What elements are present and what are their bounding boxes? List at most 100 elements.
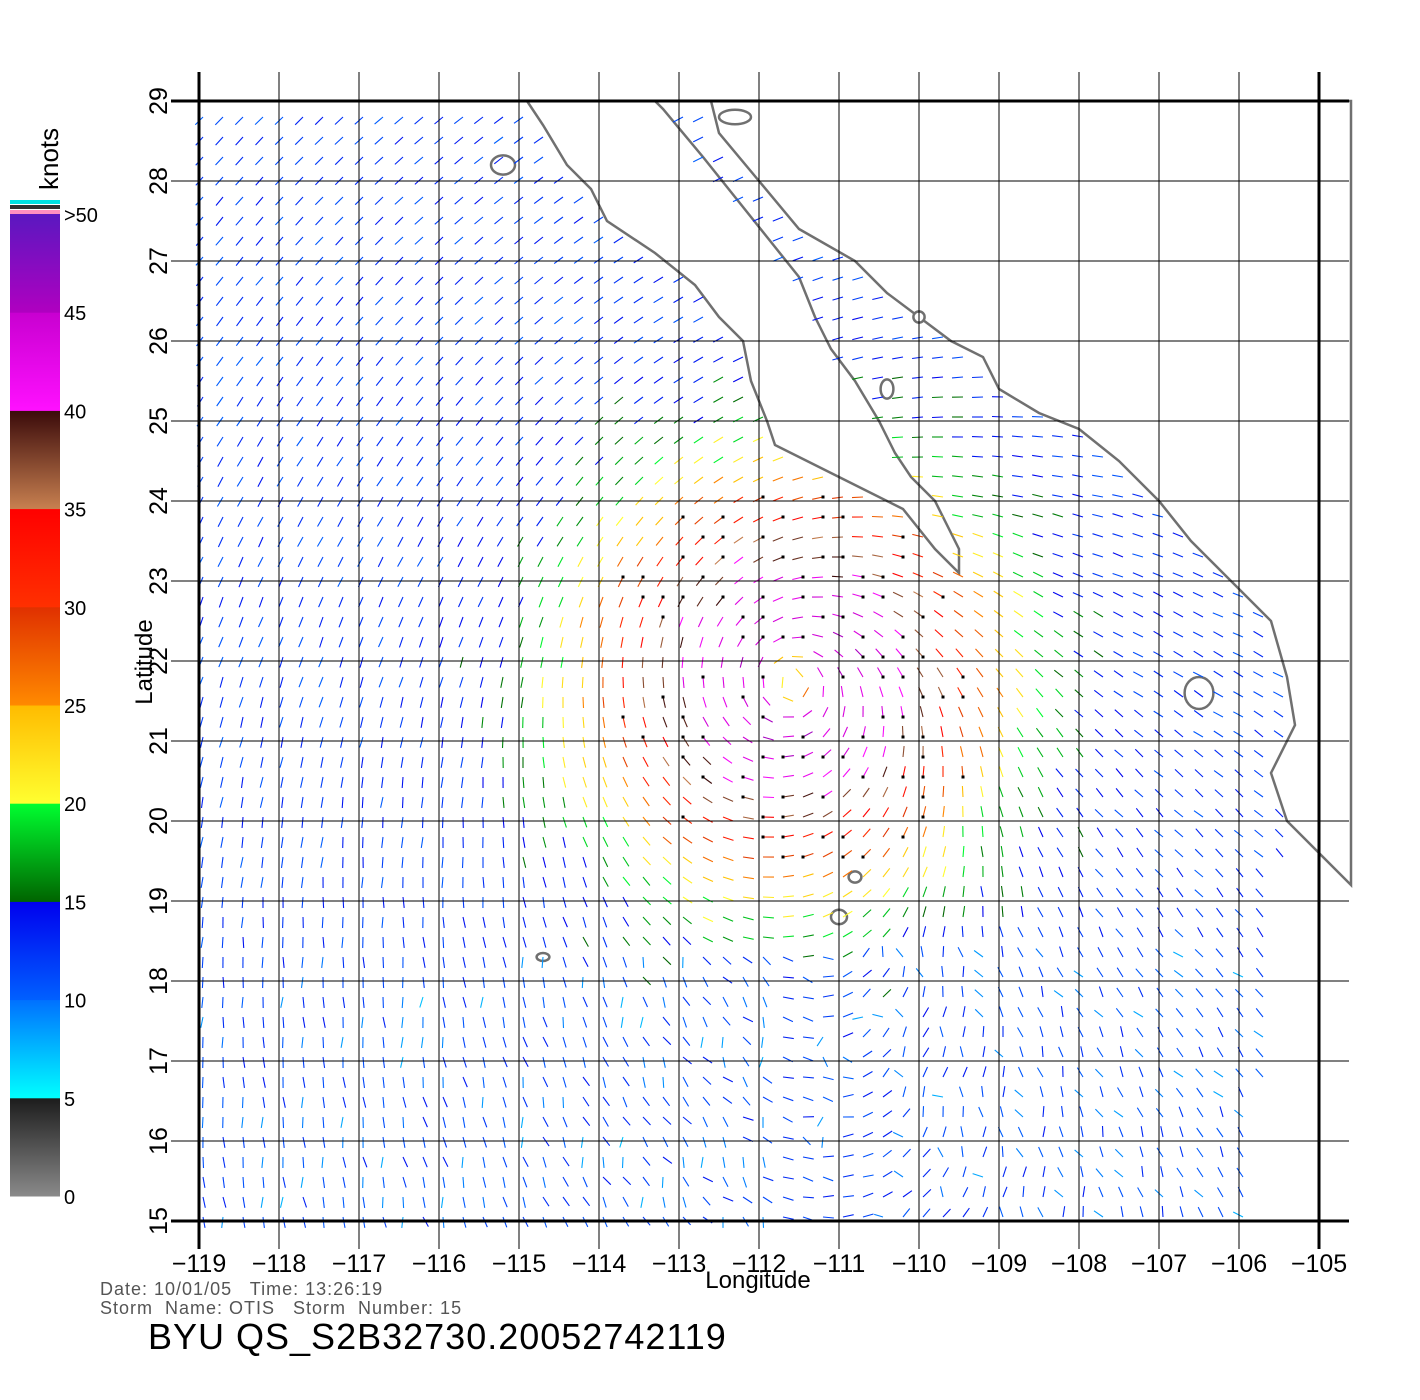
wind-vector [822,994,834,998]
wind-vector [262,1036,265,1048]
wind-vector [555,476,564,486]
wind-vector [298,616,304,628]
wind-vector [1194,788,1204,798]
wind-vector [682,676,685,689]
wind-vector [892,396,904,399]
wind-vector [279,756,284,768]
wind-vector [562,936,568,948]
wind-vector [682,1076,689,1087]
wind-vector [482,876,485,888]
wind-vector [1073,970,1084,978]
wind-vector [1058,926,1064,938]
wind-vector [1115,828,1124,838]
wind-vector [602,1156,605,1168]
rain-flag [741,635,745,639]
wind-vector [892,376,904,380]
wind-vector [782,1176,794,1180]
x-tick-label: −110 [892,1250,946,1278]
wind-vector [894,1069,904,1078]
wind-vector [722,816,734,822]
wind-vector [962,1066,968,1078]
wind-vector [200,896,204,908]
wind-vector [222,1156,226,1168]
wind-vector [822,871,834,878]
wind-vector [1002,1086,1006,1098]
wind-vector [560,656,564,668]
wind-vector [958,706,964,718]
wind-vector [1112,631,1124,638]
wind-vector [1255,868,1264,878]
wind-vector [342,1076,346,1088]
wind-vector [972,494,984,498]
wind-vector [802,1196,814,1199]
wind-vector [578,596,584,608]
wind-vector [1135,768,1144,778]
wind-vector [752,476,764,483]
wind-vector [502,996,506,1008]
rain-flag [761,595,765,599]
wind-vector [1052,455,1064,458]
wind-vector [535,476,544,486]
wind-vector [692,156,704,163]
wind-vector [1236,1167,1244,1178]
wind-vector [1079,1106,1084,1118]
wind-vector [782,854,794,858]
wind-vector [382,896,385,908]
x-tick-label: −109 [971,1250,1027,1278]
wind-vector [1213,730,1224,738]
wind-vector [693,296,704,303]
wind-vector [380,796,384,808]
wind-vector [359,676,364,688]
wind-vector [502,1056,508,1068]
wind-vector [422,936,426,948]
wind-vector [615,516,624,526]
wind-vector [222,1136,226,1148]
wind-vector [782,895,794,898]
wind-vector [459,676,464,688]
wind-vector [1056,807,1064,818]
wind-vector [215,296,224,307]
wind-vector [577,556,584,567]
wind-vector [1153,690,1164,698]
wind-vector [262,1076,266,1088]
wind-vector [339,716,344,728]
wind-vector [201,916,204,929]
wind-vector [495,436,504,446]
wind-vector [974,989,984,998]
wind-vector [222,1176,225,1188]
wind-vector [1052,474,1064,478]
wind-vector [872,336,884,340]
wind-vector [682,1136,689,1148]
wind-vector [542,736,545,749]
wind-vector [1053,669,1064,678]
wind-vector [1137,986,1144,998]
wind-vector [357,516,364,527]
wind-vector [582,756,587,768]
wind-vector [653,316,664,324]
wind-vector [662,1016,671,1026]
wind-vector [500,716,504,728]
wind-vector [1012,513,1024,518]
wind-vector [922,1126,928,1138]
y-tick-label: 17 [145,1047,173,1075]
wind-vector [415,376,424,386]
wind-vector [1092,533,1104,538]
wind-vector [642,1096,650,1107]
wind-vector [334,136,344,145]
wind-vector [215,216,224,226]
wind-vector [974,969,984,978]
wind-vector [1174,849,1184,858]
wind-vector [1117,1087,1124,1098]
wind-vector [282,1016,285,1029]
wind-vector [892,336,904,340]
wind-vector [295,196,304,206]
wind-vector [199,696,204,708]
wind-vector [1133,671,1144,678]
wind-vector [1255,1068,1264,1078]
wind-vector [642,936,651,946]
wind-vector [621,656,624,669]
wind-vector [402,1196,405,1209]
wind-vector [742,956,753,964]
wind-vector [842,1133,854,1138]
wind-vector [639,616,644,628]
